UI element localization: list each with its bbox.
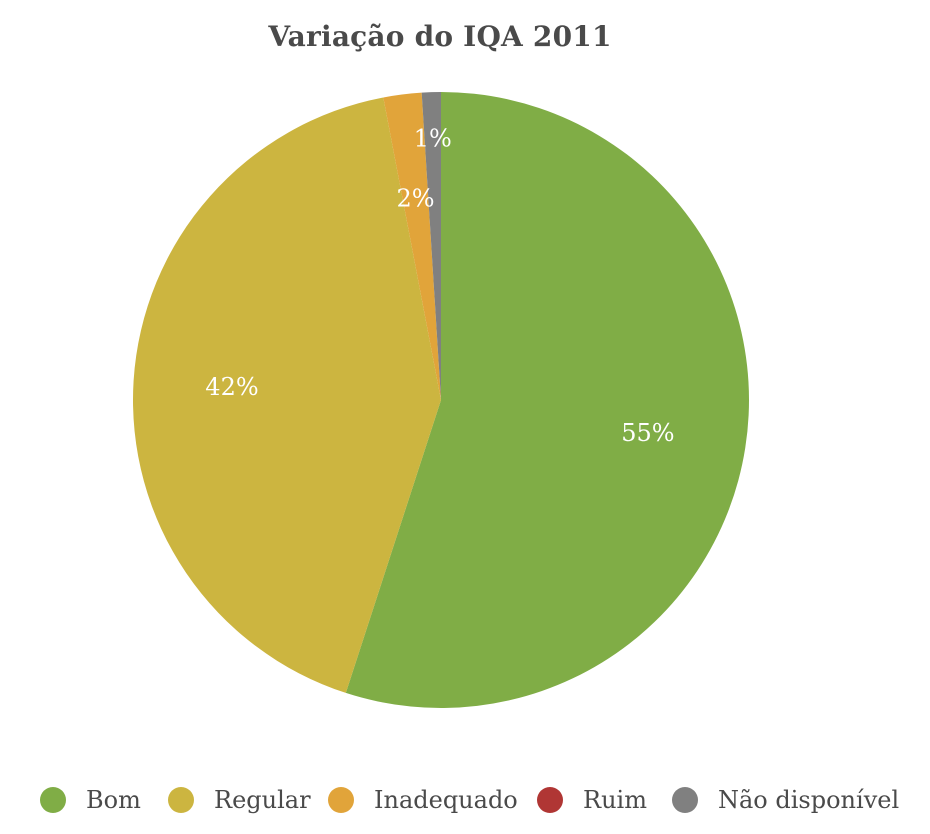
pie-slice-regular [133,97,441,693]
legend-marker-ruim [537,787,563,813]
legend-label-inadequado: Inadequado [374,786,518,814]
legend-item-inadequado: Inadequado [328,780,518,820]
chart-title: Variação do IQA 2011 [268,20,612,53]
legend-marker-nao-disponivel [672,787,698,813]
data-label-nao-disponivel: 1% [414,124,452,152]
legend-label-bom: Bom [86,786,141,814]
legend-label-nao-disponivel: Não disponível [718,786,900,814]
pie-slice-bom [345,92,749,708]
pie-slice-inadequado [383,92,441,401]
legend-item-bom: Bom [40,780,141,820]
legend-marker-regular [168,787,194,813]
legend-label-regular: Regular [214,786,311,814]
legend-marker-bom [40,787,66,813]
legend-item-nao-disponivel: Não disponível [672,780,899,820]
legend-marker-inadequado [328,787,354,813]
data-label-inadequado: 2% [396,184,434,212]
legend-label-ruim: Ruim [583,786,647,814]
data-label-bom: 55% [621,419,674,447]
pie-slice-nao-disponivel [421,92,441,400]
pie-chart: 55% 42% 2% 1% [133,92,749,708]
legend: Bom Regular Inadequado Ruim Não disponível [0,780,930,820]
legend-item-ruim: Ruim [537,780,647,820]
legend-item-regular: Regular [168,780,311,820]
data-label-regular: 42% [205,373,258,401]
